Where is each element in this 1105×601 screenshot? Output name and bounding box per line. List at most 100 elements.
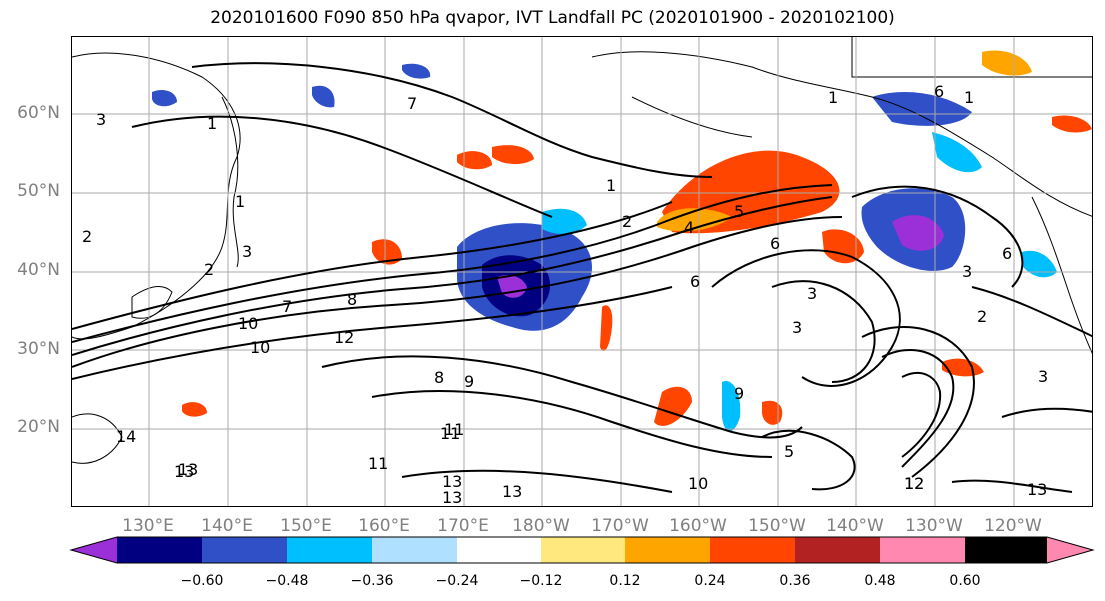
colorbar-tick: −0.48 <box>265 573 309 589</box>
contour-south-2 <box>371 390 773 458</box>
contour-jet-3 <box>72 184 833 343</box>
contour-label: 5 <box>734 202 744 221</box>
contour-label: 1 <box>207 114 217 133</box>
neg-anomaly-patch-1 <box>152 90 177 107</box>
contour-label-group: 3 2 1 2 3 4 5 6 7 8 9 10 11 12 13 14 1 2… <box>82 82 1048 506</box>
lat-label-30n: 30°N <box>17 339 60 359</box>
map-panel: 3 2 1 2 3 4 5 6 7 8 9 10 11 12 13 14 1 2… <box>71 36 1093 507</box>
neg-anomaly-patch-5 <box>1022 250 1057 278</box>
lat-label-50n: 50°N <box>17 181 60 201</box>
contour-ne-1 <box>851 185 1024 288</box>
neg-anomaly-central-north <box>542 208 587 234</box>
colorbar-swatch <box>287 537 372 563</box>
pos-anomaly-patch-3 <box>457 151 492 170</box>
colorbar-swatch <box>795 537 880 563</box>
contour-label: 6 <box>1002 244 1012 263</box>
contour-label: 7 <box>407 94 417 113</box>
colorbar-swatch <box>625 537 710 563</box>
contour-jet-2 <box>72 196 833 356</box>
pos-anomaly-patch-7 <box>654 386 692 426</box>
colorbar-swatch <box>710 537 795 563</box>
lon-label-160w: 160°W <box>669 516 727 536</box>
anomaly-fills <box>152 50 1092 432</box>
contour-label: 2 <box>622 212 632 231</box>
contour-label: 13 <box>174 462 194 481</box>
lon-label-150e: 150°E <box>280 516 332 536</box>
contour-north-1 <box>191 62 713 178</box>
pos-anomaly-patch-6 <box>942 358 984 377</box>
map-svg: 3 2 1 2 3 4 5 6 7 8 9 10 11 12 13 14 1 2… <box>72 37 1092 506</box>
contour-swirl-1 <box>861 326 975 478</box>
colorbar-swatch <box>541 537 625 563</box>
colorbar-swatch <box>372 537 457 563</box>
contour-label: 13 <box>1027 480 1047 499</box>
lon-label-130w: 130°W <box>905 516 963 536</box>
colorbar-swatch <box>457 537 541 563</box>
contour-north-2 <box>131 115 553 218</box>
lon-label-170e: 170°E <box>437 516 489 536</box>
contour-label: 6 <box>690 272 700 291</box>
contour-label: 10 <box>238 314 258 333</box>
contour-label: 13 <box>178 460 198 479</box>
pos-anomaly-patch-2 <box>372 239 402 265</box>
contour-label: 2 <box>204 260 214 279</box>
colorbar-tick: −0.60 <box>180 573 224 589</box>
graticule <box>72 37 1092 506</box>
contour-label: 1 <box>606 176 616 195</box>
contour-label: 10 <box>688 474 708 493</box>
lat-label-60n: 60°N <box>17 103 60 123</box>
pos-anomaly-patch-8 <box>600 305 613 351</box>
contour-ne-2 <box>971 286 1092 338</box>
contour-label: 4 <box>684 218 694 237</box>
neg-anomaly-patch-2 <box>312 85 335 108</box>
neg-anomaly-patch-4 <box>722 381 741 432</box>
lat-label-20n: 20°N <box>17 417 60 437</box>
contour-jet-4 <box>72 286 673 380</box>
contour-label: 5 <box>784 442 794 461</box>
contour-swirl-3 <box>901 372 942 458</box>
ivt-contours <box>72 62 1092 493</box>
neg-anomaly-central-peak <box>497 275 527 298</box>
colorbar-swatch <box>965 537 1047 563</box>
pos-anomaly-patch-9 <box>182 402 207 417</box>
aleutian-arc <box>631 96 753 138</box>
lon-label-180w: 180°W <box>512 516 570 536</box>
colorbar-outline <box>69 536 1095 564</box>
colorbar-tick: 0.60 <box>949 573 981 589</box>
map-title: 2020101600 F090 850 hPa qvapor, IVT Land… <box>210 8 895 28</box>
contour-se-1 <box>1001 407 1092 418</box>
contour-label: 7 <box>282 297 292 316</box>
colorbar-arrow-left <box>71 537 117 563</box>
kamchatka-coast <box>221 96 239 268</box>
neg-anomaly-patch-3 <box>402 63 431 79</box>
contour-label: 2 <box>82 227 92 246</box>
contour-label: 12 <box>334 328 354 347</box>
us-west-coast <box>1031 196 1092 354</box>
contour-south-3 <box>401 469 673 493</box>
contour-label: 14 <box>116 427 136 446</box>
colorbar-tick: 0.48 <box>864 573 896 589</box>
contour-label: 6 <box>770 234 780 253</box>
contour-loop-2 <box>771 280 876 383</box>
contour-label: 9 <box>734 384 744 403</box>
lon-label-120w: 120°W <box>984 516 1042 536</box>
contour-label: 3 <box>1038 367 1048 386</box>
lon-label-170w: 170°W <box>591 516 649 536</box>
colorbar-tick: −0.24 <box>435 573 479 589</box>
pos-anomaly-patch-1 <box>822 229 864 264</box>
lon-label-140e: 140°E <box>201 516 253 536</box>
yukon-border <box>851 37 1092 78</box>
contour-loop-1 <box>711 249 901 387</box>
contour-label: 12 <box>904 474 924 493</box>
se-asia-coast <box>72 413 123 464</box>
lat-label-40n: 40°N <box>17 260 60 280</box>
japan-coast <box>131 286 173 319</box>
colorbar-swatch <box>202 537 287 563</box>
contour-label: 3 <box>792 318 802 337</box>
contour-label: 1 <box>235 192 245 211</box>
contour-jet-5 <box>72 201 673 330</box>
contour-label: 2 <box>977 307 987 326</box>
contour-label: 11 <box>444 420 464 439</box>
colorbar <box>69 536 1095 564</box>
neg-anomaly-ne-core <box>892 215 944 251</box>
